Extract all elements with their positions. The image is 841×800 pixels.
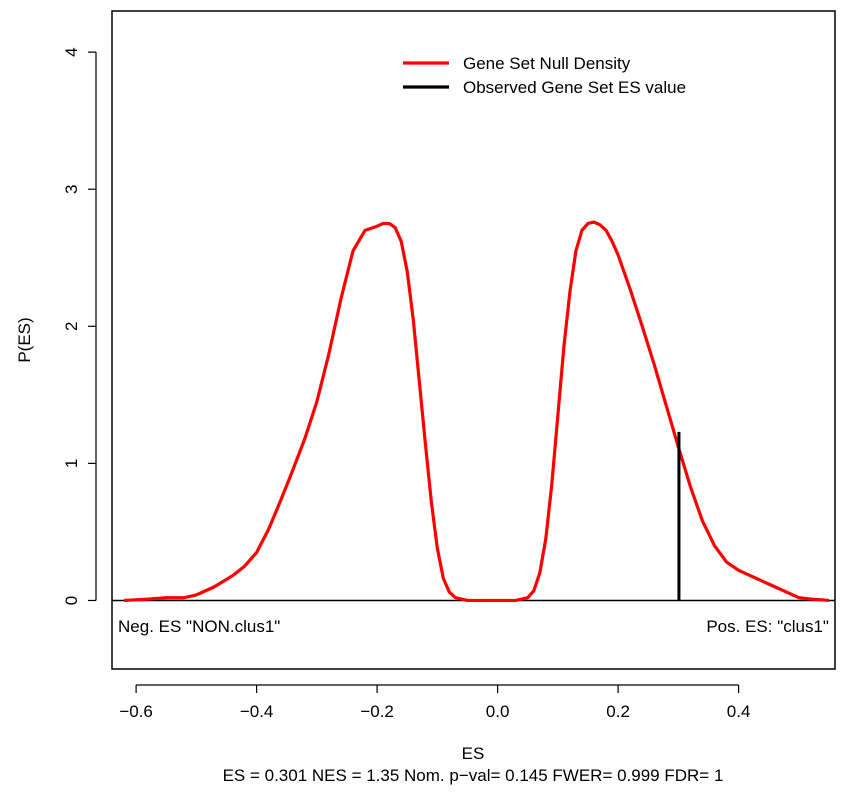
legend-label: Gene Set Null Density xyxy=(463,54,631,73)
x-axis-label: ES xyxy=(462,744,485,763)
null-density-line xyxy=(123,220,830,603)
plot-frame xyxy=(111,10,836,670)
y-tick-label: 1 xyxy=(62,459,81,468)
series-layer xyxy=(123,220,830,603)
y-tick-label: 3 xyxy=(62,184,81,193)
y-axis: 0 1 2 3 4 xyxy=(62,47,97,605)
y-tick-label: 2 xyxy=(62,322,81,331)
x-axis: −0.6 −0.4 −0.2 0.0 0.2 0.4 xyxy=(119,684,751,721)
x-tick-label: 0.4 xyxy=(727,702,751,721)
legend-label: Observed Gene Set ES value xyxy=(463,78,686,97)
x-tick-label: −0.2 xyxy=(360,702,394,721)
y-axis-label: P(ES) xyxy=(15,317,34,362)
legend: Gene Set Null Density Observed Gene Set E… xyxy=(403,54,686,97)
x-tick-label: −0.4 xyxy=(240,702,274,721)
y-tick-label: 4 xyxy=(62,47,81,56)
annotation-label: Pos. ES: "clus1" xyxy=(706,617,829,636)
y-tick-label: 0 xyxy=(62,596,81,605)
plot-area xyxy=(112,220,835,603)
x-tick-label: 0.0 xyxy=(486,702,510,721)
annotation-layer: Neg. ES "NON.clus1" Pos. ES: "clus1" xyxy=(118,617,829,636)
x-tick-label: −0.6 xyxy=(119,702,153,721)
x-tick-label: 0.2 xyxy=(606,702,630,721)
annotation-label: Neg. ES "NON.clus1" xyxy=(118,617,280,636)
chart-subtitle: ES = 0.301 NES = 1.35 Nom. p−val= 0.145 … xyxy=(223,766,724,785)
